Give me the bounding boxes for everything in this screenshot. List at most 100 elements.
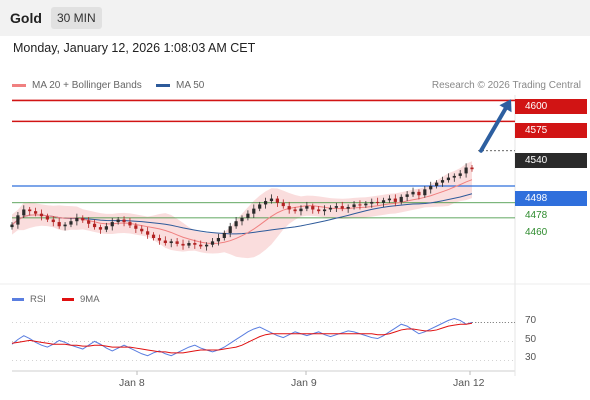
candle xyxy=(193,243,197,245)
candle xyxy=(163,240,167,244)
candle xyxy=(157,238,162,241)
candle xyxy=(470,167,474,170)
candle xyxy=(328,207,333,210)
level-4478-label: 4478 xyxy=(525,210,548,221)
candle xyxy=(181,243,185,246)
rsi-ma-label: 9MA xyxy=(80,294,100,305)
candle xyxy=(51,219,55,223)
candle xyxy=(205,244,209,247)
candle xyxy=(281,202,285,207)
candle xyxy=(252,208,256,214)
legend-rsi: RSI xyxy=(12,294,46,305)
candle xyxy=(146,231,150,235)
credit-text: Research © 2026 Trading Central xyxy=(431,80,581,91)
candle xyxy=(311,206,315,210)
candle xyxy=(63,224,67,227)
candle xyxy=(405,194,409,197)
candle xyxy=(269,198,274,202)
rsi-ma-swatch-icon xyxy=(62,298,74,301)
candle xyxy=(151,234,156,239)
candle xyxy=(240,217,244,222)
x-tick-jan9: Jan 9 xyxy=(291,377,317,389)
instrument-title: Gold xyxy=(10,10,42,26)
candle xyxy=(322,209,327,212)
x-tick-jan12: Jan 12 xyxy=(453,377,485,389)
candle xyxy=(234,221,238,227)
candle xyxy=(69,221,73,225)
candle xyxy=(381,200,386,203)
candle xyxy=(210,241,215,245)
candle xyxy=(222,232,226,239)
candle xyxy=(16,215,20,225)
timestamp: Monday, January 12, 2026 1:08:03 AM CET xyxy=(13,41,256,55)
rsi-tick-70: 70 xyxy=(525,315,537,326)
candle xyxy=(346,206,350,209)
candle xyxy=(393,198,397,202)
candle xyxy=(87,220,91,224)
rsi-tick-30: 30 xyxy=(525,352,537,363)
rsi-ma-line xyxy=(11,322,473,354)
candle xyxy=(57,222,61,227)
legend-rsi-ma: 9MA xyxy=(62,294,100,305)
candle xyxy=(417,191,421,196)
candle xyxy=(22,209,26,216)
candle xyxy=(187,243,191,246)
candle xyxy=(110,222,114,227)
candle xyxy=(98,227,103,230)
candle xyxy=(305,206,309,209)
candle xyxy=(452,175,456,178)
candle xyxy=(340,206,344,209)
candle xyxy=(446,177,451,181)
candle xyxy=(116,219,120,223)
candle xyxy=(104,226,108,230)
candle xyxy=(175,241,179,244)
x-tick-jan8: Jan 8 xyxy=(119,377,145,389)
candle xyxy=(140,228,144,232)
candle xyxy=(435,182,439,186)
level-4498-label: 4498 xyxy=(515,191,587,206)
ma50-swatch-icon xyxy=(156,84,170,87)
timeframe-badge[interactable]: 30 MIN xyxy=(51,7,102,29)
level-4575-label: 4575 xyxy=(515,123,587,138)
candle xyxy=(464,167,468,174)
rsi-swatch-icon xyxy=(12,298,24,301)
candle xyxy=(352,204,356,207)
candle xyxy=(370,201,374,204)
projection-arrow-shaft xyxy=(479,102,510,153)
candle xyxy=(440,180,445,183)
ma20-label: MA 20 + Bollinger Bands xyxy=(32,80,142,91)
candle xyxy=(458,173,462,176)
ma20-swatch-icon xyxy=(12,84,26,87)
candle xyxy=(10,224,14,228)
candle xyxy=(399,196,403,202)
candle xyxy=(45,216,49,220)
level-4460-label: 4460 xyxy=(525,227,548,238)
candle xyxy=(28,209,32,212)
candle xyxy=(81,217,85,221)
candle xyxy=(246,213,250,218)
candle xyxy=(216,238,221,242)
candle xyxy=(287,206,291,210)
candle xyxy=(75,217,79,222)
legend-ma50: MA 50 xyxy=(156,80,204,91)
projection-arrow-head-icon xyxy=(499,99,512,113)
candle xyxy=(317,209,321,212)
legend-ma20: MA 20 + Bollinger Bands xyxy=(12,80,142,91)
header-bar: Gold 30 MIN xyxy=(0,0,590,36)
level-4540-label: 4540 xyxy=(515,153,587,168)
candle xyxy=(293,209,297,212)
candle xyxy=(199,244,203,247)
candle xyxy=(263,201,268,205)
candle xyxy=(411,191,415,195)
candle xyxy=(423,189,427,196)
candle xyxy=(429,185,433,190)
candle xyxy=(358,204,362,206)
candle xyxy=(258,204,262,209)
rsi-tick-50: 50 xyxy=(525,334,537,345)
candle xyxy=(376,201,380,203)
candle xyxy=(33,211,38,214)
rsi-label: RSI xyxy=(30,294,46,305)
ma50-label: MA 50 xyxy=(176,80,205,91)
